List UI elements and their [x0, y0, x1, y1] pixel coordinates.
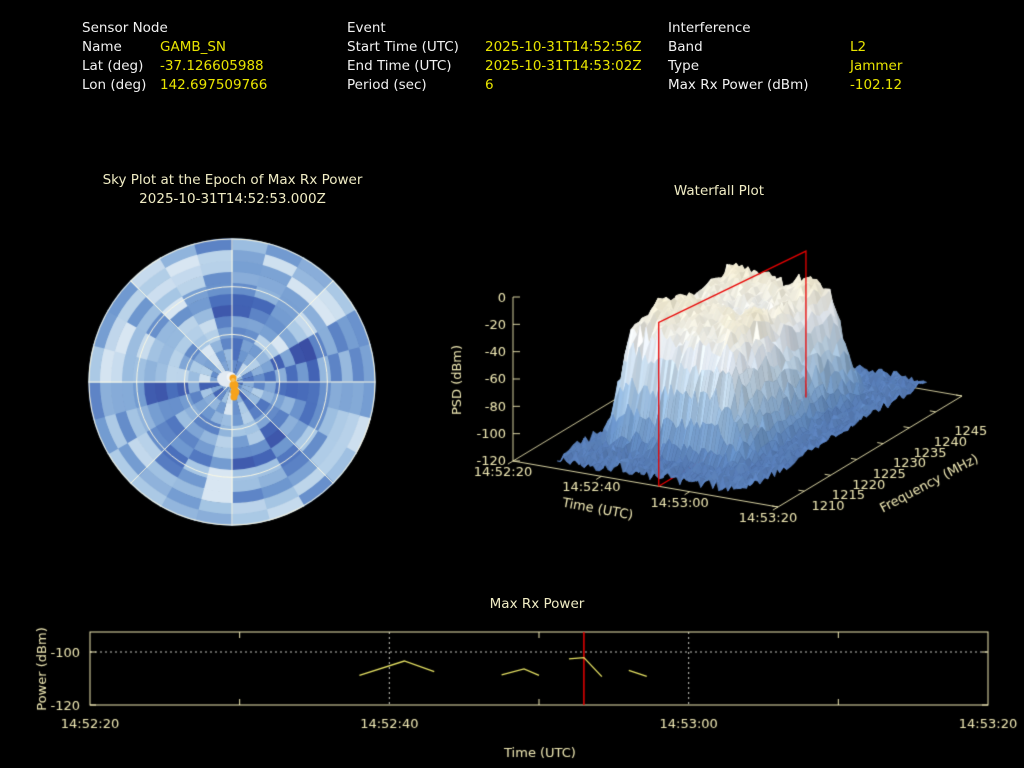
interference-panel: Interference Band L2 Type Jammer Max Rx … — [668, 20, 902, 96]
interference-type-label: Type — [668, 58, 700, 74]
event-end-value: 2025-10-31T14:53:02Z — [485, 58, 642, 74]
max-rx-power-line-chart — [0, 585, 1024, 768]
event-period-value: 6 — [485, 77, 494, 93]
sky-plot-polar-heatmap — [60, 228, 405, 528]
interference-band-label: Band — [668, 39, 703, 55]
sensor-name-label: Name — [82, 39, 122, 55]
event-panel: Event Start Time (UTC) 2025-10-31T14:52:… — [347, 20, 642, 96]
sensor-lat-value: -37.126605988 — [160, 58, 264, 74]
sensor-node-panel: Sensor Node Name GAMB_SN Lat (deg) -37.1… — [82, 20, 267, 96]
event-period-row: Period (sec) 6 — [347, 77, 642, 96]
waterfall-3d-surface — [430, 225, 1024, 555]
sensor-node-heading: Sensor Node — [82, 20, 168, 36]
interference-maxrx-value: -102.12 — [850, 77, 903, 93]
interference-band-row: Band L2 — [668, 39, 902, 58]
event-heading: Event — [347, 20, 386, 36]
event-start-row: Start Time (UTC) 2025-10-31T14:52:56Z — [347, 39, 642, 58]
sensor-name-row: Name GAMB_SN — [82, 39, 267, 58]
sky-plot-title-line1: Sky Plot at the Epoch of Max Rx Power — [102, 172, 363, 188]
sky-plot-title-line2: 2025-10-31T14:52:53.000Z — [139, 191, 326, 207]
interference-heading: Interference — [668, 20, 751, 36]
event-start-label: Start Time (UTC) — [347, 39, 459, 55]
sky-plot-title: Sky Plot at the Epoch of Max Rx Power 20… — [60, 171, 405, 209]
waterfall-plot-title: Waterfall Plot — [673, 183, 765, 199]
sensor-lon-value: 142.697509766 — [160, 77, 268, 93]
sensor-name-value: GAMB_SN — [160, 39, 227, 55]
event-start-value: 2025-10-31T14:52:56Z — [485, 39, 642, 55]
interference-band-value: L2 — [850, 39, 867, 55]
interference-maxrx-row: Max Rx Power (dBm) -102.12 — [668, 77, 902, 96]
interference-type-value: Jammer — [850, 58, 903, 74]
sensor-lon-row: Lon (deg) 142.697509766 — [82, 77, 267, 96]
event-period-label: Period (sec) — [347, 77, 427, 93]
event-end-label: End Time (UTC) — [347, 58, 452, 74]
interference-type-row: Type Jammer — [668, 58, 902, 77]
interference-maxrx-label: Max Rx Power (dBm) — [668, 77, 809, 93]
event-end-row: End Time (UTC) 2025-10-31T14:53:02Z — [347, 58, 642, 77]
sensor-lat-label: Lat (deg) — [82, 58, 144, 74]
sensor-lat-row: Lat (deg) -37.126605988 — [82, 58, 267, 77]
sensor-lon-label: Lon (deg) — [82, 77, 147, 93]
